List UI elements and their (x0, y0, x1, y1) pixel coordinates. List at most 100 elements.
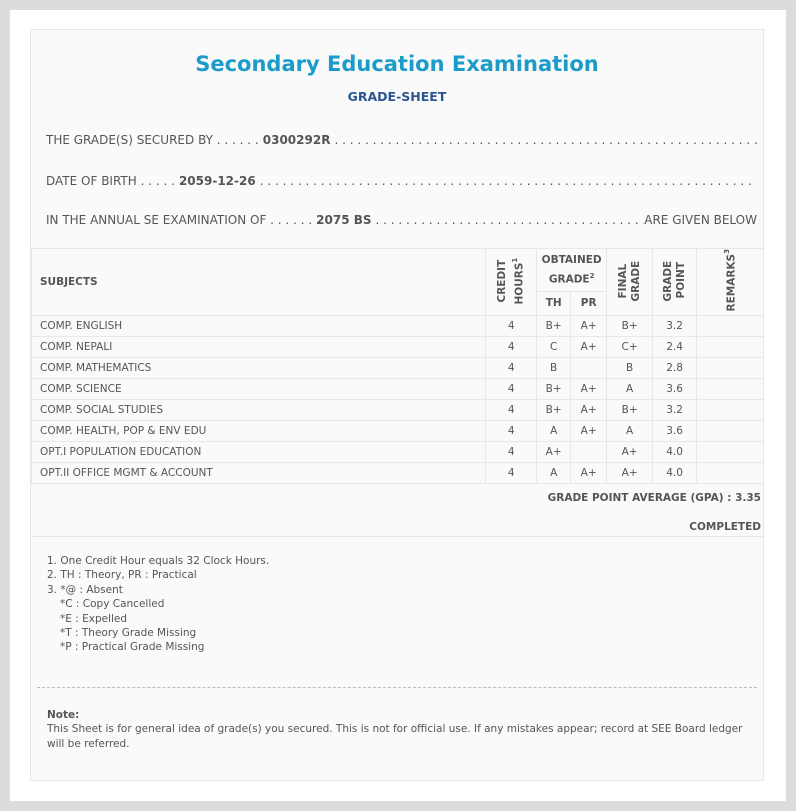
cell-point: 3.2 (652, 314, 698, 337)
cell-credit: 4 (485, 335, 538, 358)
exam-suffix: ARE GIVEN BELOW (644, 213, 757, 227)
secured-by-label: THE GRADE(S) SECURED BY . . . . . . (46, 133, 259, 147)
cell-th: C (536, 335, 572, 358)
cell-final: B+ (606, 314, 654, 337)
table-row: COMP. SOCIAL STUDIES 4 B+ A+ B+ 3.2 (30, 398, 764, 421)
cell-final: B (606, 356, 654, 379)
header-obtained-grade: OBTAINED GRADE2 (536, 248, 608, 292)
exam-line: IN THE ANNUAL SE EXAMINATION OF . . . . … (46, 213, 757, 229)
table-row: OPT.II OFFICE MGMT & ACCOUNT 4 A A+ A+ 4.0 (30, 461, 764, 484)
cell-credit: 4 (485, 377, 538, 400)
footnote: *P : Practical Grade Missing (60, 641, 205, 654)
grade-sheet: Secondary Education Examination GRADE-SH… (30, 29, 764, 781)
cell-final: A (606, 419, 654, 442)
cell-subject: COMP. NEPALI (30, 335, 487, 358)
cell-remarks (696, 419, 764, 442)
cell-subject: COMP. MATHEMATICS (30, 356, 487, 379)
cell-subject: COMP. SOCIAL STUDIES (30, 398, 487, 421)
footnote: 2. TH : Theory, PR : Practical (47, 569, 197, 582)
cell-pr: A+ (570, 377, 608, 400)
cell-remarks (696, 461, 764, 484)
footnote: *T : Theory Grade Missing (60, 627, 197, 640)
cell-final: A+ (606, 461, 654, 484)
cell-credit: 4 (485, 440, 538, 463)
cell-credit: 4 (485, 356, 538, 379)
cell-pr (570, 356, 608, 379)
cell-point: 3.2 (652, 398, 698, 421)
cell-credit: 4 (485, 398, 538, 421)
dob-value: 2059-12-26 (178, 174, 256, 188)
dashed-divider (37, 687, 757, 688)
cell-remarks (696, 377, 764, 400)
footnote: 1. One Credit Hour equals 32 Clock Hours… (47, 555, 270, 567)
cell-subject: OPT.II OFFICE MGMT & ACCOUNT (30, 461, 487, 484)
secured-by-line: THE GRADE(S) SECURED BY . . . . . . 0300… (46, 133, 757, 149)
cell-pr: A+ (570, 461, 608, 484)
table-row: OPT.I POPULATION EDUCATION 4 A+ A+ 4.0 (30, 440, 764, 463)
cell-th: A+ (536, 440, 572, 463)
cell-credit: 4 (485, 461, 538, 484)
cell-remarks (696, 440, 764, 463)
cell-th: B (536, 356, 572, 379)
cell-final: C+ (606, 335, 654, 358)
cell-th: A (536, 419, 572, 442)
status-text: COMPLETED (689, 521, 761, 533)
gpa-line: GRADE POINT AVERAGE (GPA) : 3.35 (548, 492, 761, 504)
header-subjects: SUBJECTS (30, 248, 487, 316)
dots-filler (260, 174, 757, 190)
cell-final: B+ (606, 398, 654, 421)
cell-subject: COMP. SCIENCE (30, 377, 487, 400)
grades-table: SUBJECTS CREDIT HOURS1 OBTAINED GRADE2 F… (30, 248, 764, 484)
page: Secondary Education Examination GRADE-SH… (10, 10, 786, 801)
cell-pr: A+ (570, 335, 608, 358)
cell-th: B+ (536, 398, 572, 421)
cell-th: B+ (536, 314, 572, 337)
table-row: COMP. NEPALI 4 C A+ C+ 2.4 (30, 335, 764, 358)
table-row: COMP. ENGLISH 4 B+ A+ B+ 3.2 (30, 314, 764, 337)
cell-subject: OPT.I POPULATION EDUCATION (30, 440, 487, 463)
page-subtitle: GRADE-SHEET (347, 89, 447, 104)
cell-th: A (536, 461, 572, 484)
cell-final: A (606, 377, 654, 400)
cell-pr: A+ (570, 314, 608, 337)
cell-remarks (696, 335, 764, 358)
cell-point: 2.4 (652, 335, 698, 358)
exam-label: IN THE ANNUAL SE EXAMINATION OF . . . . … (46, 213, 313, 227)
header-remarks: REMARKS3 (696, 248, 764, 316)
table-row: COMP. MATHEMATICS 4 B B 2.8 (30, 356, 764, 379)
cell-subject: COMP. HEALTH, POP & ENV EDU (30, 419, 487, 442)
cell-point: 4.0 (652, 461, 698, 484)
table-row: COMP. SCIENCE 4 B+ A+ A 3.6 (30, 377, 764, 400)
cell-pr (570, 440, 608, 463)
gpa-label: GRADE POINT AVERAGE (GPA) : (547, 492, 732, 504)
header-credit-hours: CREDIT HOURS1 (485, 248, 538, 316)
cell-credit: 4 (485, 419, 538, 442)
dots-filler (376, 213, 645, 229)
cell-credit: 4 (485, 314, 538, 337)
cell-remarks (696, 398, 764, 421)
footnote: 3. *@ : Absent (47, 583, 123, 596)
dob-line: DATE OF BIRTH . . . . . 2059-12-26 (46, 174, 757, 190)
footnote: *C : Copy Cancelled (60, 598, 165, 611)
cell-subject: COMP. ENGLISH (30, 314, 487, 337)
cell-point: 2.8 (652, 356, 698, 379)
cell-point: 3.6 (652, 377, 698, 400)
header-th: TH (536, 290, 572, 316)
cell-remarks (696, 314, 764, 337)
table-row: COMP. HEALTH, POP & ENV EDU 4 A A+ A 3.6 (30, 419, 764, 442)
cell-th: B+ (536, 377, 572, 400)
note-label: Note: (47, 709, 80, 721)
note: Note: This Sheet is for general idea of … (47, 708, 743, 751)
cell-final: A+ (606, 440, 654, 463)
exam-year: 2075 BS (316, 213, 372, 227)
header-final-grade: FINAL GRADE (606, 248, 654, 316)
footnotes: 1. One Credit Hour equals 32 Clock Hours… (47, 554, 269, 655)
dots-filler (334, 133, 757, 149)
note-text: This Sheet is for general idea of grade(… (47, 723, 743, 750)
page-title: Secondary Education Examination (195, 52, 599, 76)
symbol-number: 0300292R (262, 133, 331, 147)
header-grade-point: GRADE POINT (652, 248, 698, 316)
cell-pr: A+ (570, 419, 608, 442)
cell-pr: A+ (570, 398, 608, 421)
gpa-value: 3.35 (735, 492, 761, 504)
